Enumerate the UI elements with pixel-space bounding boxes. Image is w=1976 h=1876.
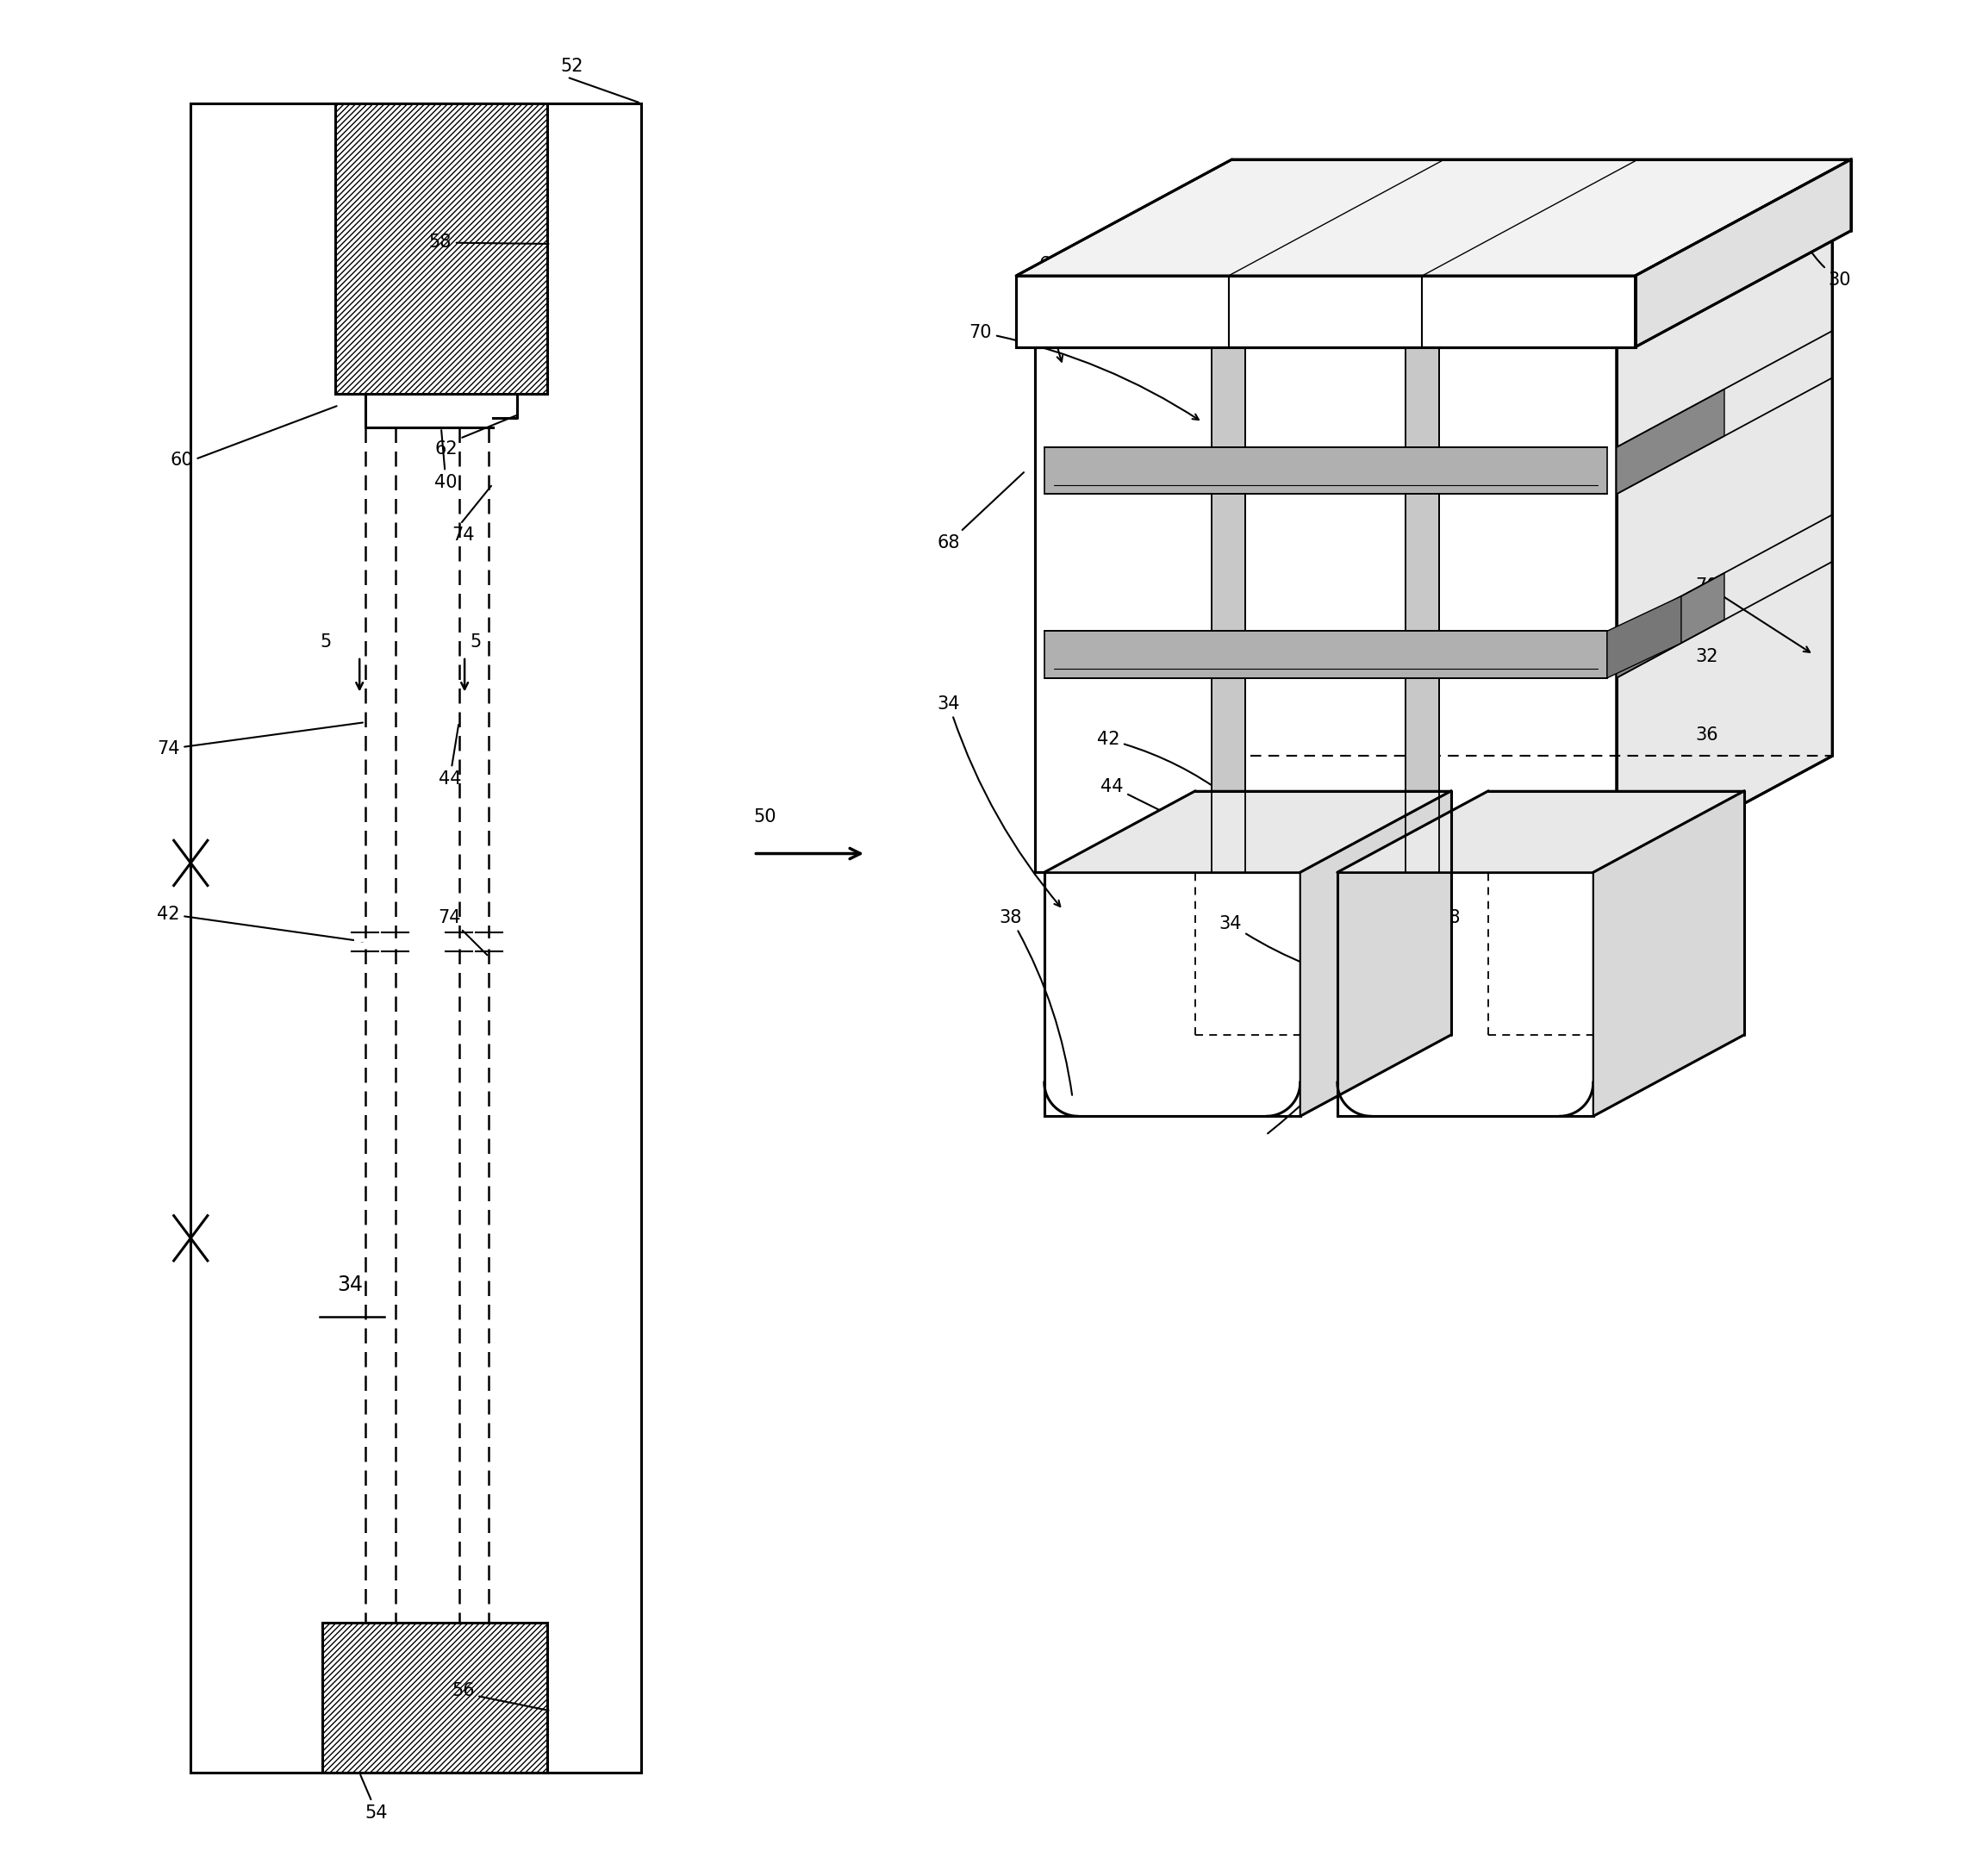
Text: 68: 68	[937, 473, 1024, 552]
Text: 62: 62	[1656, 803, 1695, 820]
Text: 58: 58	[429, 234, 549, 251]
Text: 5: 5	[320, 634, 332, 651]
Text: 34: 34	[338, 1274, 364, 1296]
Text: 56: 56	[451, 1683, 549, 1711]
Polygon shape	[1043, 872, 1300, 1116]
Polygon shape	[1616, 231, 1832, 872]
Text: 44: 44	[1101, 779, 1243, 852]
Bar	[322, 1623, 547, 1773]
Text: 42: 42	[156, 906, 364, 942]
Polygon shape	[1616, 388, 1725, 493]
Text: 44: 44	[439, 724, 460, 788]
Polygon shape	[1616, 572, 1725, 677]
Text: 54: 54	[360, 1775, 387, 1822]
Polygon shape	[1405, 347, 1439, 872]
Text: 50: 50	[753, 809, 777, 825]
Text: 32: 32	[1695, 647, 1717, 666]
Text: 74: 74	[439, 910, 488, 955]
Text: 60: 60	[170, 405, 336, 469]
Polygon shape	[1593, 792, 1745, 1116]
Polygon shape	[192, 103, 640, 1773]
Text: 68: 68	[1269, 910, 1460, 1133]
Text: 30: 30	[1794, 216, 1852, 289]
Polygon shape	[1606, 597, 1682, 677]
Text: 40: 40	[435, 430, 456, 492]
Polygon shape	[1016, 159, 1852, 276]
Text: 38: 38	[1000, 910, 1073, 1096]
Polygon shape	[1043, 446, 1606, 493]
Text: 5: 5	[470, 634, 482, 651]
Bar	[336, 103, 547, 394]
Polygon shape	[1043, 792, 1450, 872]
Text: 36: 36	[1695, 726, 1719, 745]
Text: 70: 70	[1695, 578, 1810, 653]
Polygon shape	[1043, 630, 1606, 677]
Text: 64: 64	[1039, 257, 1063, 362]
Text: 34: 34	[937, 696, 1061, 906]
Polygon shape	[1211, 347, 1245, 872]
Polygon shape	[336, 394, 547, 428]
Polygon shape	[1016, 276, 1636, 347]
Polygon shape	[1035, 347, 1616, 872]
Polygon shape	[1636, 159, 1852, 347]
Text: 62: 62	[435, 409, 530, 458]
Text: 42: 42	[1097, 732, 1225, 795]
Text: 76: 76	[1415, 184, 1452, 255]
Text: 70: 70	[970, 325, 1199, 420]
Polygon shape	[1338, 872, 1593, 1116]
Text: 74: 74	[451, 486, 492, 544]
Text: 60: 60	[1097, 471, 1126, 488]
Polygon shape	[1338, 792, 1745, 872]
Text: 74: 74	[156, 722, 364, 758]
Text: 52: 52	[561, 58, 638, 103]
Polygon shape	[1300, 792, 1450, 1116]
Text: 34: 34	[1219, 915, 1373, 985]
